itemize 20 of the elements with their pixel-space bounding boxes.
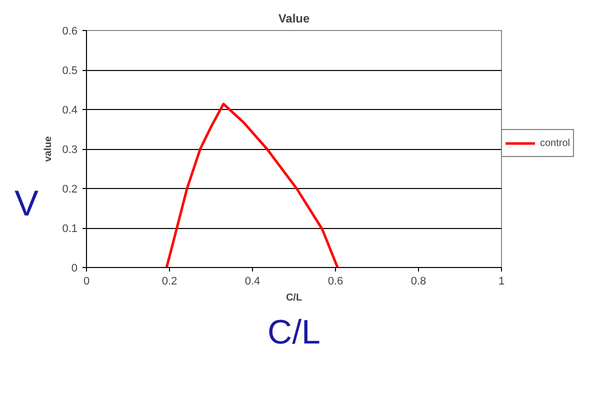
y-tick-label: 0.1 [62,223,78,235]
x-tick-label: 1 [498,276,505,288]
y-tick-label: 0.3 [62,144,78,156]
x-tick-label: 0.4 [244,276,260,288]
text: C/L [268,314,320,352]
y-tick-label: 0.2 [62,184,78,196]
y-tick-label: 0.4 [62,104,78,116]
x-axis-title: C/L [286,292,302,304]
y-tick-label: 0 [71,262,78,274]
y-tick-label: 0.5 [62,65,78,77]
y-tick-label: 0.6 [62,26,78,38]
x-tick-label: 0.8 [410,276,426,288]
line-series [165,102,339,268]
x-tick-label: 0.2 [162,276,178,288]
x-tick-label: 0 [83,276,90,288]
chart-title: Value [278,12,310,26]
legend-label: control [540,138,570,148]
x-tick-label: 0.6 [328,276,344,288]
y-axis-title: value [43,136,54,162]
text: V [14,182,39,224]
